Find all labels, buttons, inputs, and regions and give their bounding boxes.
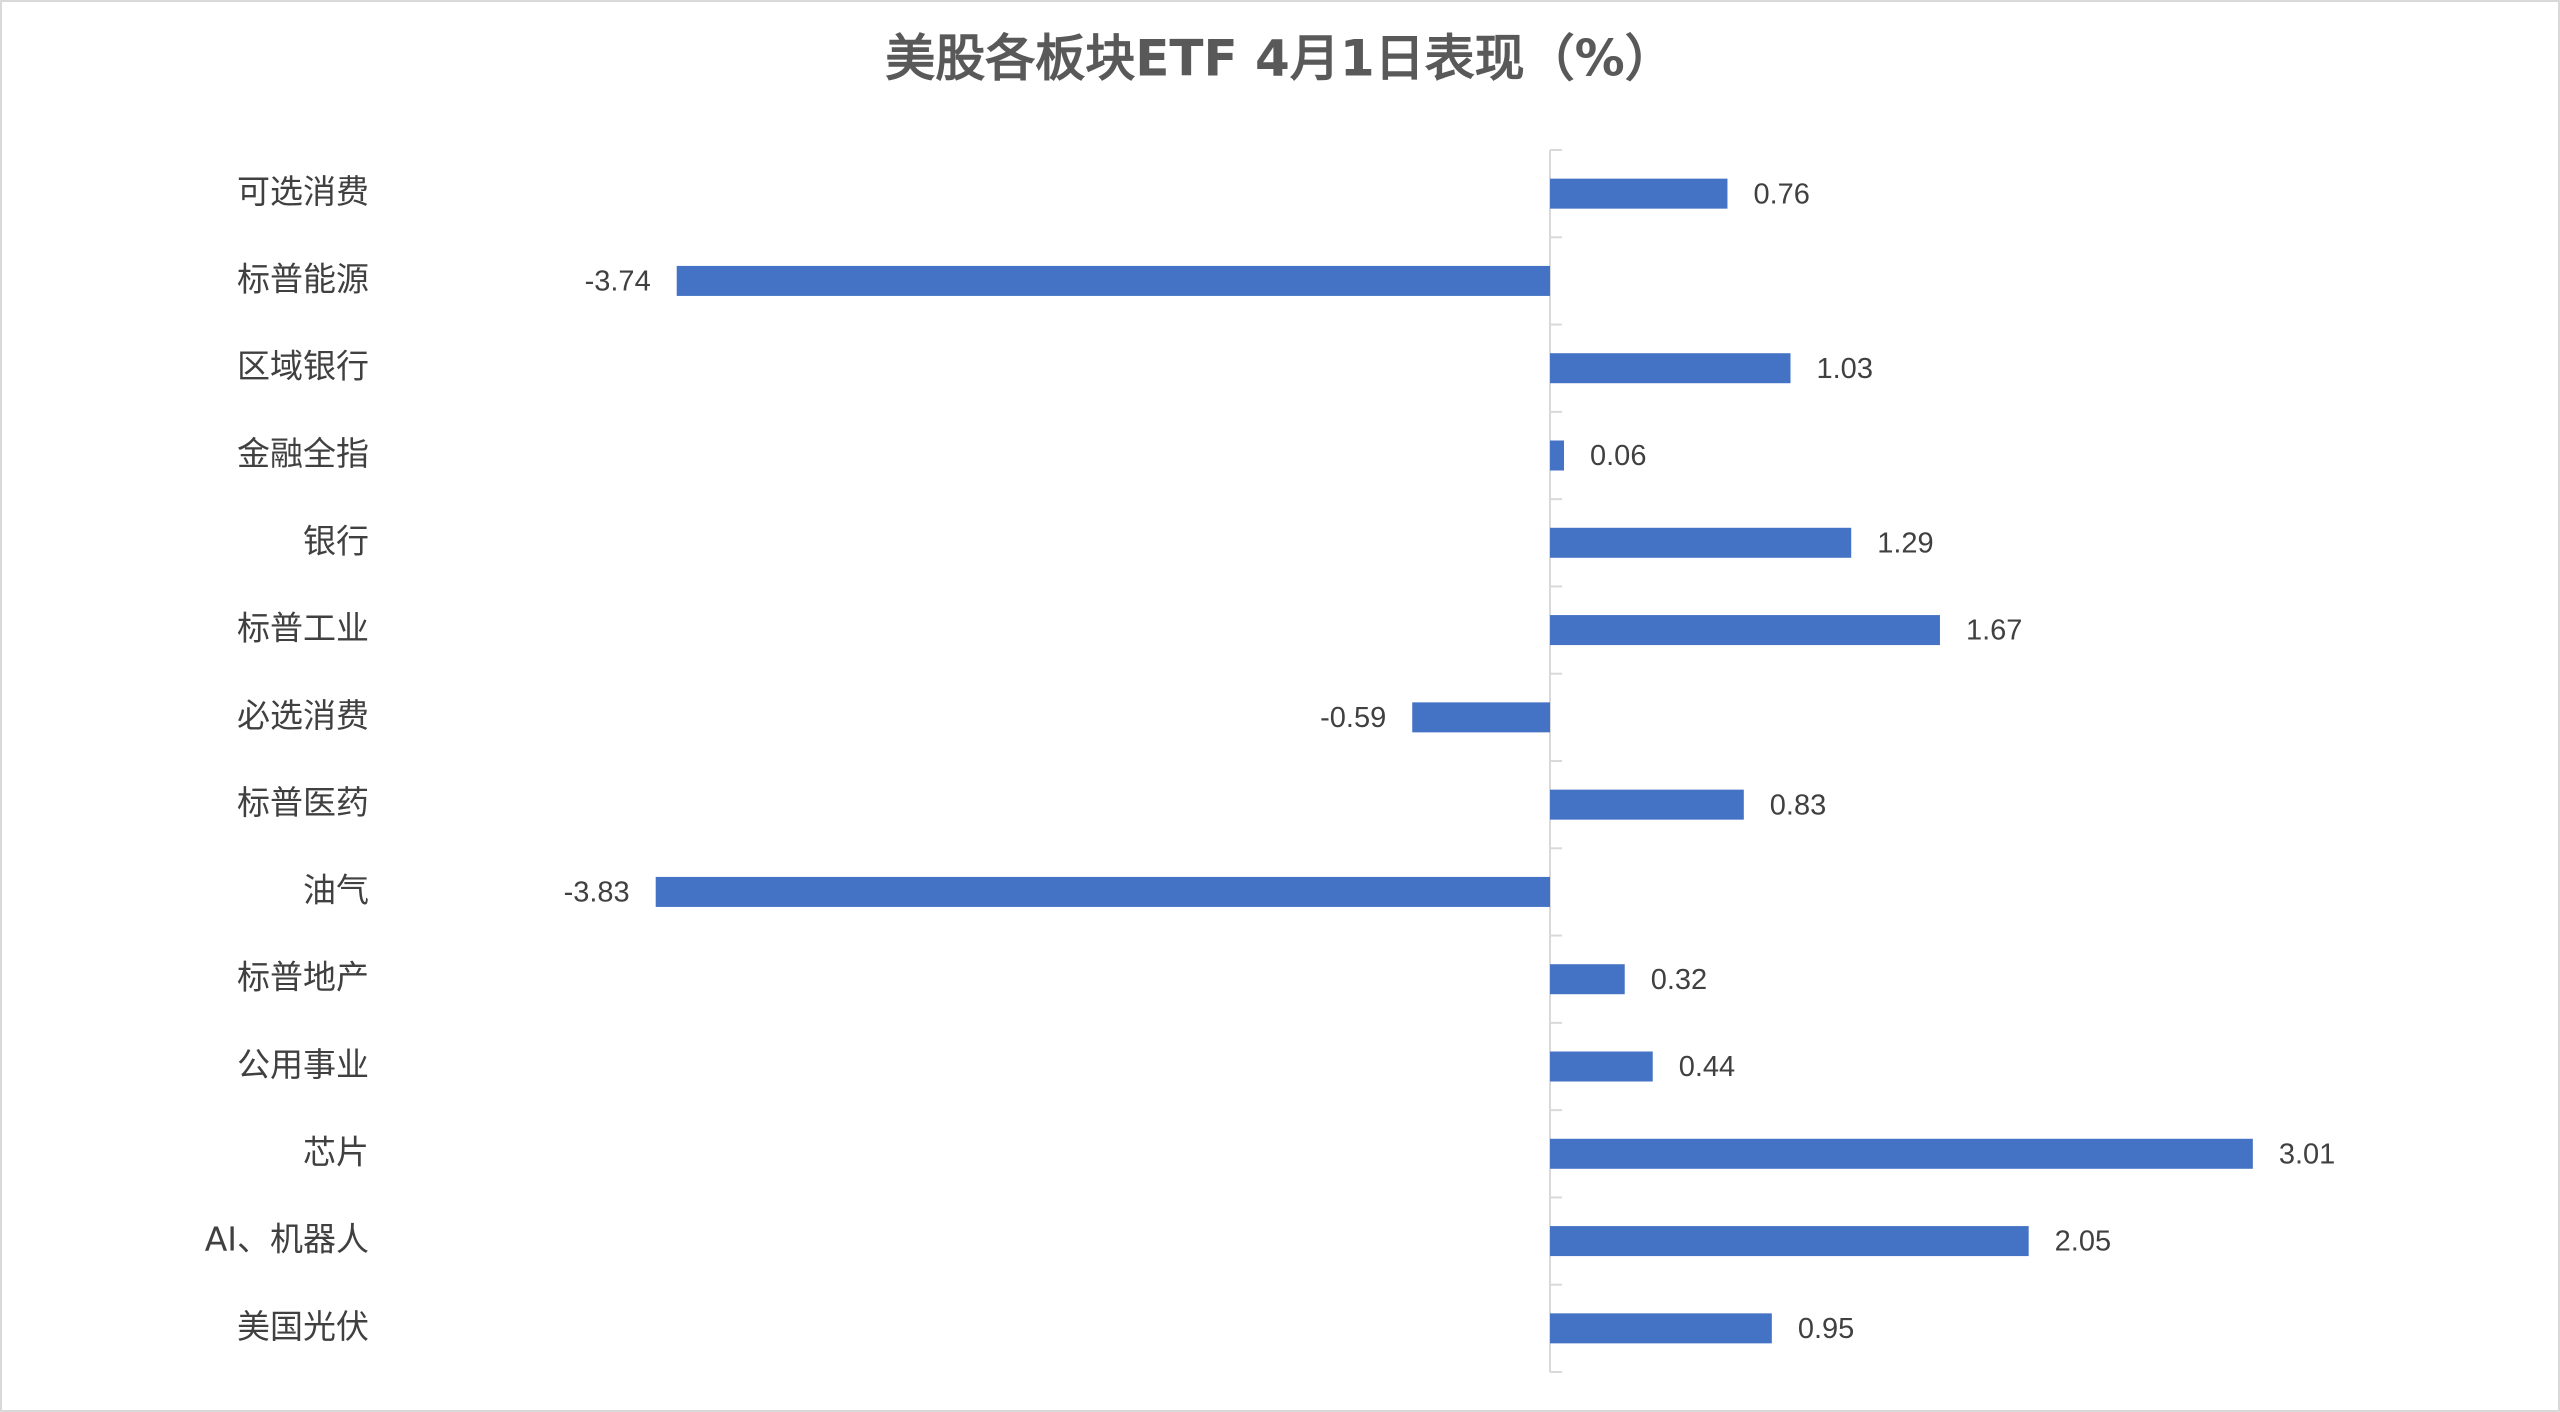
data-label: 0.44 — [1679, 1051, 1735, 1083]
category-label: 区域银行 — [237, 347, 369, 386]
data-label: -3.83 — [564, 877, 630, 909]
data-label: 3.01 — [2279, 1138, 2335, 1170]
data-label: 1.03 — [1817, 353, 1873, 385]
category-label: 标普工业 — [237, 609, 369, 648]
bar — [1550, 440, 1565, 471]
bar — [1550, 1051, 1653, 1082]
data-label: 0.32 — [1651, 964, 1707, 996]
category-label: 美国光伏 — [237, 1307, 369, 1346]
bar — [1550, 178, 1728, 209]
bar — [1550, 1226, 2029, 1257]
data-label: 0.76 — [1753, 178, 1809, 210]
data-label: 1.67 — [1966, 615, 2022, 647]
category-label: 芯片 — [303, 1132, 369, 1171]
bar — [1550, 789, 1744, 820]
category-label: 金融全指 — [237, 434, 369, 473]
category-label: 标普医药 — [237, 783, 369, 822]
bar — [1550, 527, 1852, 558]
bar — [1550, 1313, 1772, 1344]
bar — [1550, 353, 1791, 384]
category-label: 油气 — [303, 870, 369, 909]
bar — [1550, 1138, 2253, 1169]
category-label: 公用事业 — [237, 1045, 369, 1084]
data-label: 0.83 — [1770, 789, 1826, 821]
bar — [655, 876, 1550, 907]
bar — [1550, 615, 1940, 646]
data-label: 0.06 — [1590, 440, 1646, 472]
category-label: 银行 — [303, 521, 369, 560]
data-label: -0.59 — [1320, 702, 1386, 734]
data-label: 2.05 — [2055, 1226, 2111, 1258]
data-label: 1.29 — [1877, 527, 1933, 559]
bar — [676, 265, 1550, 296]
bar — [1550, 964, 1625, 995]
category-label: AI、机器人 — [205, 1220, 369, 1259]
data-label: -3.74 — [585, 266, 651, 298]
bar — [1412, 702, 1550, 733]
data-label: 0.95 — [1798, 1313, 1854, 1345]
category-label: 标普能源 — [237, 259, 369, 298]
category-label: 可选消费 — [237, 172, 369, 211]
category-label: 必选消费 — [237, 696, 369, 735]
category-label: 标普地产 — [237, 958, 369, 997]
chart-title: 美股各板块ETF 4月1日表现（%） — [885, 30, 1675, 88]
